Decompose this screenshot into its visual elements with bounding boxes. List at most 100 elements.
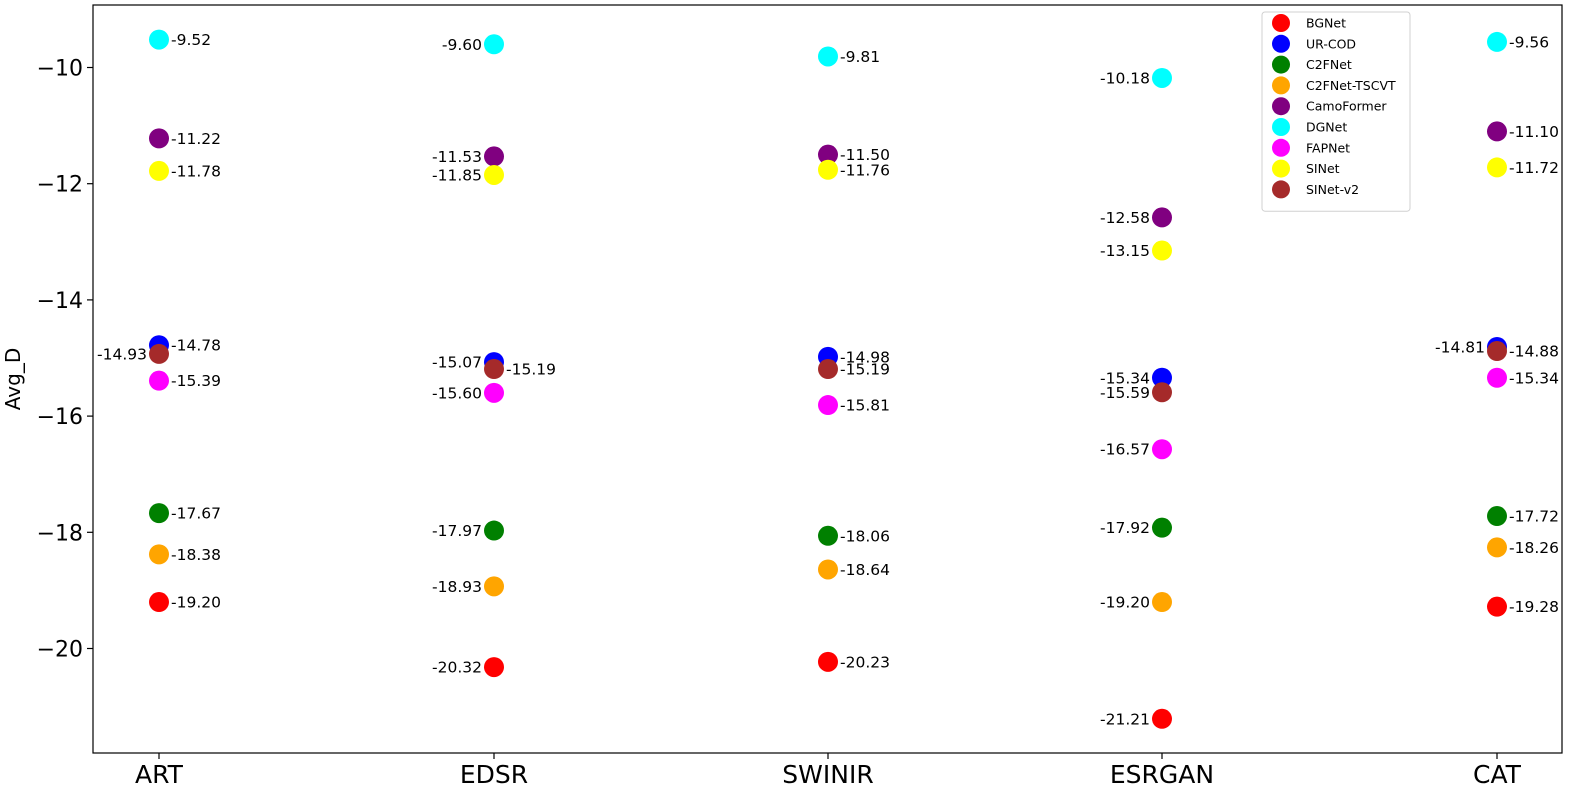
data-label: -15.34 bbox=[1100, 369, 1150, 387]
data-label: -13.15 bbox=[1100, 242, 1150, 260]
data-point bbox=[149, 544, 169, 565]
data-points bbox=[149, 29, 1507, 729]
legend-entry: DGNet bbox=[1306, 120, 1347, 135]
x-tick-label: SWINIR bbox=[782, 760, 873, 789]
data-point bbox=[484, 520, 504, 541]
data-point bbox=[484, 576, 504, 597]
data-label: -21.21 bbox=[1100, 710, 1150, 728]
data-point bbox=[149, 128, 169, 149]
data-label: -19.28 bbox=[1509, 598, 1559, 616]
data-label: -11.53 bbox=[432, 148, 482, 166]
legend: BGNet UR-COD C2FNet C2FNet-TSCVT CamoFormer D… bbox=[1261, 11, 1411, 212]
data-label: -15.19 bbox=[840, 361, 890, 379]
data-label: -18.06 bbox=[840, 527, 890, 545]
y-tick-label: −10 bbox=[37, 57, 83, 82]
data-label: -15.59 bbox=[1100, 384, 1150, 402]
x-tick-label: ESRGAN bbox=[1110, 760, 1214, 789]
legend-entry: UR-COD bbox=[1306, 36, 1356, 51]
data-label: -15.60 bbox=[432, 384, 482, 402]
data-point bbox=[1152, 382, 1172, 403]
data-point bbox=[484, 359, 504, 380]
data-point bbox=[1152, 708, 1172, 729]
data-label: -10.18 bbox=[1100, 69, 1150, 87]
data-label: -20.23 bbox=[840, 653, 890, 671]
data-point bbox=[149, 343, 169, 364]
data-point bbox=[484, 382, 504, 403]
data-point bbox=[818, 525, 838, 546]
data-label: -11.10 bbox=[1509, 123, 1559, 141]
data-label: -14.78 bbox=[171, 337, 221, 355]
data-point bbox=[1487, 367, 1507, 388]
legend-marker bbox=[1272, 14, 1290, 32]
data-label: -18.93 bbox=[432, 578, 482, 596]
y-tick-label: −20 bbox=[37, 638, 83, 663]
data-point bbox=[1487, 537, 1507, 558]
data-point bbox=[818, 359, 838, 380]
data-label: -17.67 bbox=[171, 505, 221, 523]
x-tick-label: CAT bbox=[1473, 760, 1522, 789]
data-label: -11.76 bbox=[840, 161, 890, 179]
y-tick-label: −14 bbox=[37, 289, 83, 314]
data-point bbox=[1152, 240, 1172, 261]
legend-marker bbox=[1272, 76, 1290, 95]
data-point bbox=[1487, 157, 1507, 178]
data-label: -14.81 bbox=[1435, 338, 1485, 356]
data-point bbox=[1152, 517, 1172, 538]
data-label: -15.39 bbox=[171, 372, 221, 390]
data-label: -18.64 bbox=[840, 561, 890, 579]
data-point bbox=[149, 29, 169, 50]
data-label: -9.60 bbox=[442, 36, 482, 54]
data-label: -17.72 bbox=[1509, 508, 1559, 526]
legend-marker bbox=[1272, 34, 1290, 53]
legend-marker bbox=[1272, 159, 1290, 178]
legend-entry: SINet-v2 bbox=[1306, 182, 1359, 197]
data-label: -20.32 bbox=[432, 659, 482, 677]
data-point bbox=[818, 651, 838, 672]
y-tick-label: −18 bbox=[37, 521, 83, 546]
data-point bbox=[484, 657, 504, 678]
data-point bbox=[149, 503, 169, 524]
data-label: -14.98 bbox=[840, 348, 890, 366]
data-label: -9.56 bbox=[1509, 33, 1549, 51]
legend-marker bbox=[1272, 97, 1290, 116]
data-point bbox=[149, 160, 169, 181]
data-labels: -19.20 -20.32 -20.23 -21.21 -19.28 -14.78 -15.… bbox=[97, 31, 1559, 728]
data-point bbox=[1487, 121, 1507, 142]
data-point bbox=[1487, 506, 1507, 527]
data-point bbox=[818, 559, 838, 580]
data-label: -9.52 bbox=[171, 31, 211, 49]
data-point bbox=[1152, 367, 1172, 388]
y-tick-label: −16 bbox=[37, 405, 83, 430]
y-axis-title: Avg_D bbox=[1, 348, 25, 410]
data-label: -11.78 bbox=[171, 162, 221, 180]
data-point bbox=[1487, 31, 1507, 52]
legend-box bbox=[1261, 11, 1411, 212]
data-point bbox=[149, 592, 169, 613]
data-point bbox=[818, 159, 838, 180]
data-label: -9.81 bbox=[840, 48, 880, 66]
data-label: -14.88 bbox=[1509, 343, 1559, 361]
data-point bbox=[484, 146, 504, 167]
x-tick-label: ART bbox=[135, 760, 184, 789]
data-label: -11.22 bbox=[171, 130, 221, 148]
legend-marker bbox=[1272, 118, 1290, 136]
data-label: -15.19 bbox=[506, 361, 556, 379]
y-axis: −10 −12 −14 −16 −18 −20 bbox=[37, 57, 93, 663]
legend-marker bbox=[1272, 55, 1290, 74]
data-label: -15.34 bbox=[1509, 369, 1559, 387]
data-label: -17.97 bbox=[432, 522, 482, 540]
data-label: -12.58 bbox=[1100, 209, 1150, 227]
data-label: -11.72 bbox=[1509, 159, 1559, 177]
legend-entry: SINet bbox=[1306, 161, 1340, 176]
data-label: -19.20 bbox=[171, 594, 221, 612]
data-point bbox=[818, 395, 838, 416]
legend-entry: BGNet bbox=[1306, 16, 1346, 31]
data-label: -17.92 bbox=[1100, 519, 1150, 537]
data-point bbox=[1152, 67, 1172, 88]
legend-marker bbox=[1272, 138, 1290, 157]
data-point bbox=[484, 164, 504, 185]
data-label: -18.26 bbox=[1509, 539, 1559, 557]
data-point bbox=[1152, 592, 1172, 613]
legend-entry: C2FNet bbox=[1306, 57, 1352, 72]
